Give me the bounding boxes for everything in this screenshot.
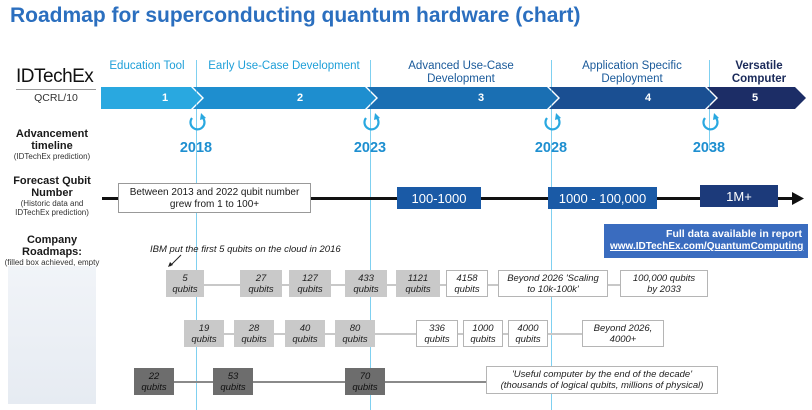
arrow-right-icon [792, 192, 804, 205]
stage-chevron-4 [549, 87, 716, 109]
timeline-line-2018 [196, 60, 197, 410]
row1-milestone-beyond-2026: Beyond 2026 'Scaling to 10k-100k' [498, 270, 608, 297]
logo-text: IDTechEx [16, 66, 96, 90]
year-2018: 2018 [179, 140, 213, 156]
report-link[interactable]: www.IDTechEx.com/QuantumComputing [610, 241, 804, 252]
stage-chevron-bar [101, 87, 806, 109]
timeline-line-2038 [709, 60, 710, 150]
row3-milestone-53: 53 qubits [213, 368, 253, 395]
year-2028: 2028 [534, 140, 568, 156]
year-2038: 2038 [692, 140, 726, 156]
row1-milestone-127: 127 qubits [289, 270, 331, 297]
page-title: Roadmap for superconducting quantum hard… [10, 4, 581, 27]
timeline-line-2023 [370, 60, 371, 410]
stage-label-5: Versatile Computer [731, 60, 787, 85]
row2-milestone-28: 28 qubits [234, 320, 274, 347]
annotation-arrow-icon [168, 254, 182, 267]
advancement-label: Advancement timeline (IDTechEx predictio… [4, 128, 100, 161]
forecast-label: Forecast Qubit Number (Historic data and… [4, 175, 100, 217]
report-callout[interactable]: Full data available in report www.IDTech… [604, 224, 808, 258]
stage-chevron-1 [101, 87, 202, 109]
timeline-line-2028 [551, 60, 552, 410]
stage-label-3: Advanced Use-Case Development [408, 60, 514, 85]
stage-label-2: Early Use-Case Development [208, 60, 360, 72]
row1-milestone-433: 433 qubits [345, 270, 387, 297]
row1-milestone-5: 5 qubits [166, 270, 204, 297]
stage-number-5: 5 [751, 91, 759, 104]
forecast-subtitle: (Historic data and IDTechEx prediction) [15, 199, 89, 217]
row2-milestone-4000: 4000 qubits [508, 320, 548, 347]
company-title: Company Roadmaps: [22, 234, 82, 258]
row2-milestone-80: 80 qubits [335, 320, 375, 347]
row3-milestone-70: 70 qubits [345, 368, 385, 395]
forecast-range-1000-100000: 1000 - 100,000 [548, 187, 657, 209]
row2-milestone-19: 19 qubits [184, 320, 224, 347]
row1-milestone-27: 27 qubits [240, 270, 282, 297]
idtechex-logo: IDTechEx QCRL/10 [16, 66, 96, 104]
company-logos-placeholder [8, 266, 96, 404]
stage-number-2: 2 [296, 91, 304, 104]
cycle-arrow-icon [189, 113, 206, 131]
row2-milestone-beyond-2026: Beyond 2026, 4000+ [582, 320, 664, 347]
report-callout-title: Full data available in report [666, 228, 802, 240]
row2-milestone-1000: 1000 qubits [463, 320, 503, 347]
advancement-subtitle: (IDTechEx prediction) [13, 152, 91, 161]
row3-milestone-useful-computer: 'Useful computer by the end of the decad… [486, 366, 718, 394]
row1-milestone-100000: 100,000 qubits by 2033 [620, 270, 708, 297]
cycle-arrow-icon [702, 113, 719, 131]
row2-milestone-40: 40 qubits [285, 320, 325, 347]
report-code: QCRL/10 [34, 92, 78, 104]
forecast-range-100-1000: 100-1000 [397, 187, 481, 209]
stage-number-4: 4 [644, 91, 652, 104]
row2-milestone-336: 336 qubits [416, 320, 458, 347]
row3-connector [150, 381, 490, 383]
row3-milestone-22: 22 qubits [134, 368, 174, 395]
stage-chevron-5 [707, 87, 806, 109]
stage-number-3: 3 [477, 91, 485, 104]
advancement-title: Advancement timeline [15, 128, 89, 152]
stage-chevron-2 [193, 87, 376, 109]
stage-label-1: Education Tool [109, 60, 185, 72]
cycle-arrow-icon [544, 113, 561, 131]
stage-number-1: 1 [161, 91, 169, 104]
row1-milestone-1121: 1121 qubits [396, 270, 440, 297]
row1-milestone-4158: 4158 qubits [446, 270, 488, 297]
stage-label-4: Application Specific Deployment [582, 60, 682, 85]
forecast-range-1m: 1M+ [700, 185, 778, 207]
cycle-arrow-icon [363, 113, 380, 131]
year-2023: 2023 [353, 140, 387, 156]
historic-qubit-note: Between 2013 and 2022 qubit number grew … [118, 183, 311, 213]
ibm-annotation: IBM put the first 5 qubits on the cloud … [150, 244, 341, 255]
forecast-title: Forecast Qubit Number [13, 175, 91, 199]
stage-chevron-3 [367, 87, 558, 109]
row2-connector [200, 333, 620, 335]
